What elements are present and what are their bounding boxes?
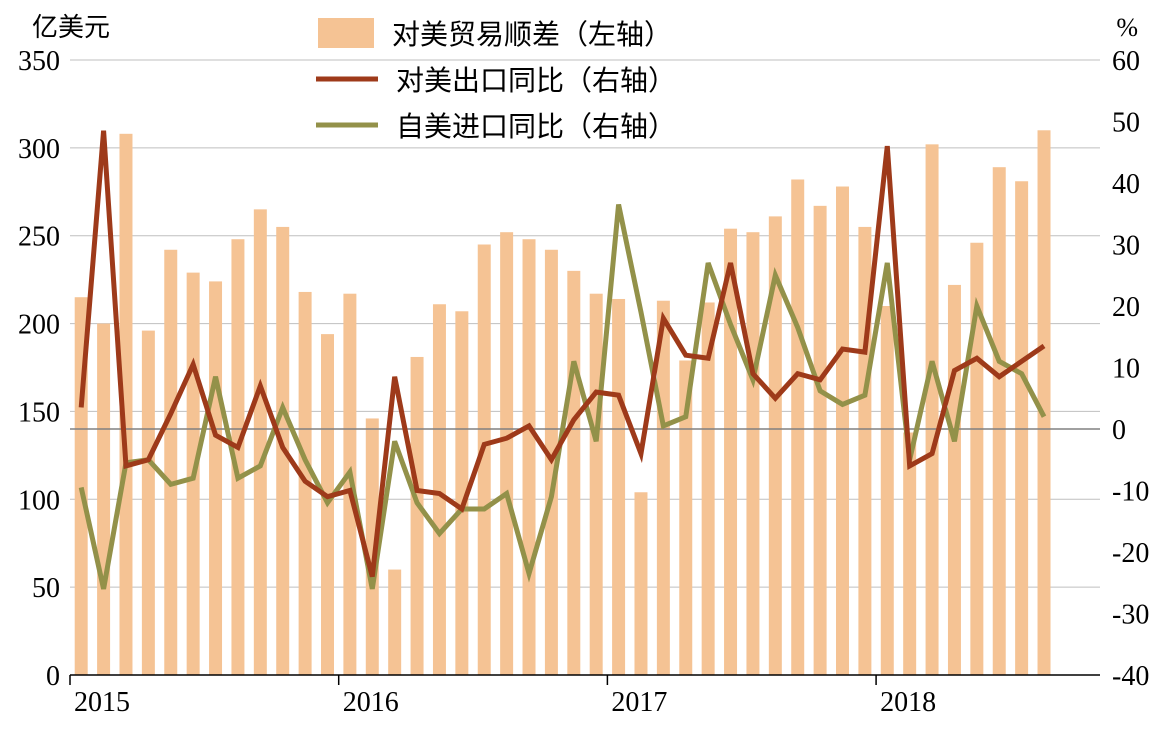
y-right-tick-label: 20 bbox=[1112, 292, 1140, 323]
bar bbox=[523, 239, 536, 675]
y-left-label: 亿美元 bbox=[32, 13, 110, 42]
legend-label-line1: 对美出口同比（右轴） bbox=[396, 65, 676, 97]
bar bbox=[926, 144, 939, 675]
y-right-tick-label: 30 bbox=[1112, 231, 1140, 262]
y-left-tick-label: 350 bbox=[18, 46, 60, 77]
y-right-tick-label: 40 bbox=[1112, 169, 1140, 200]
bar bbox=[836, 187, 849, 675]
x-tick-label: 2018 bbox=[880, 687, 936, 718]
y-left-tick-label: 100 bbox=[18, 485, 60, 516]
y-right-tick-label: 10 bbox=[1112, 354, 1140, 385]
y-right-label: % bbox=[1116, 13, 1138, 42]
bar bbox=[388, 570, 401, 675]
bar bbox=[814, 206, 827, 675]
bar bbox=[948, 285, 961, 675]
y-right-tick-label: 0 bbox=[1112, 415, 1126, 446]
bar bbox=[590, 294, 603, 675]
bar bbox=[433, 304, 446, 675]
bar bbox=[254, 209, 267, 675]
y-left-tick-label: 250 bbox=[18, 222, 60, 253]
bar bbox=[142, 331, 155, 675]
y-right-tick-label: -30 bbox=[1112, 600, 1149, 631]
y-left-tick-label: 50 bbox=[32, 573, 60, 604]
legend-label-bar: 对美贸易顺差（左轴） bbox=[392, 19, 672, 51]
bar bbox=[791, 179, 804, 675]
legend-swatch-bar bbox=[318, 18, 374, 48]
x-tick-label: 2016 bbox=[343, 687, 399, 718]
bar bbox=[993, 167, 1006, 675]
y-left-tick-label: 0 bbox=[46, 661, 60, 692]
bar bbox=[500, 232, 513, 675]
bar bbox=[411, 357, 424, 675]
bar bbox=[209, 281, 222, 675]
y-left-tick-label: 300 bbox=[18, 134, 60, 165]
bar bbox=[164, 250, 177, 675]
y-left-tick-label: 200 bbox=[18, 310, 60, 341]
bar bbox=[567, 271, 580, 675]
bar bbox=[1015, 181, 1028, 675]
y-right-tick-label: -20 bbox=[1112, 538, 1149, 569]
bar bbox=[612, 299, 625, 675]
y-left-tick-label: 150 bbox=[18, 397, 60, 428]
y-right-tick-label: -10 bbox=[1112, 477, 1149, 508]
bar bbox=[634, 492, 647, 675]
y-right-tick-label: -40 bbox=[1112, 661, 1149, 692]
bar bbox=[97, 324, 110, 675]
bar bbox=[903, 433, 916, 675]
bar bbox=[881, 306, 894, 675]
chart-container: 2015201620172018050100150200250300350-40… bbox=[0, 0, 1162, 731]
x-tick-label: 2017 bbox=[611, 687, 667, 718]
y-right-tick-label: 60 bbox=[1112, 46, 1140, 77]
legend-label-line2: 自美进口同比（右轴） bbox=[396, 111, 676, 143]
y-right-tick-label: 50 bbox=[1112, 108, 1140, 139]
bar bbox=[746, 232, 759, 675]
x-tick-label: 2015 bbox=[74, 687, 130, 718]
combo-chart: 2015201620172018050100150200250300350-40… bbox=[0, 0, 1162, 731]
